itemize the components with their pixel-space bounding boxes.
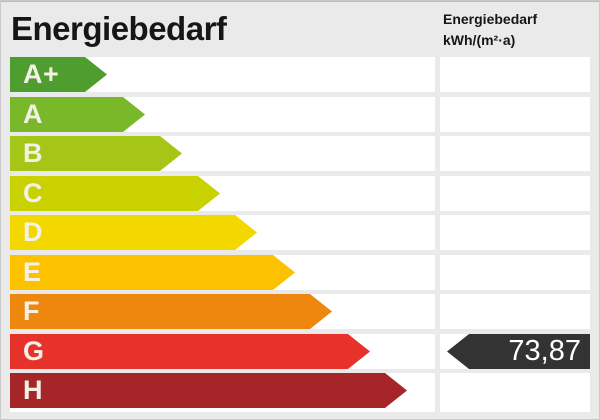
rating-label: A <box>23 99 43 129</box>
unit-header-line2: kWh/(m²·a) <box>443 32 516 48</box>
energy-value: 73,87 <box>508 335 581 367</box>
value-track: 73,87 <box>440 334 590 369</box>
rating-row-h: H <box>10 373 590 412</box>
rating-track: B <box>10 136 435 171</box>
value-track <box>440 373 590 412</box>
rating-row-a: A <box>10 97 590 132</box>
page-title: Energiebedarf <box>11 10 227 47</box>
rating-bar-d: D <box>10 215 257 250</box>
rating-bar-e: E <box>10 255 295 290</box>
value-track <box>440 97 590 132</box>
rating-track: E <box>10 255 435 290</box>
rating-track: D <box>10 215 435 250</box>
rating-label: B <box>23 138 43 168</box>
value-track <box>440 294 590 329</box>
value-track <box>440 136 590 171</box>
rating-track: F <box>10 294 435 329</box>
value-track <box>440 57 590 92</box>
rating-row-b: B <box>10 136 590 171</box>
rating-track: G <box>10 334 435 369</box>
energy-value-marker: 73,87 <box>447 334 590 369</box>
rating-label: H <box>23 375 43 405</box>
rating-track: H <box>10 373 435 412</box>
value-track <box>440 215 590 250</box>
rating-label: F <box>23 296 40 326</box>
rating-label: C <box>23 178 43 208</box>
rating-bar-g: G <box>10 334 370 369</box>
rating-bar-f: F <box>10 294 332 329</box>
rating-track: C <box>10 176 435 211</box>
value-track <box>440 255 590 290</box>
rating-label: E <box>23 257 42 287</box>
rating-bar-a-plus: A+ <box>10 57 107 92</box>
rating-label: G <box>23 336 45 366</box>
rating-bar-h: H <box>10 373 407 408</box>
rating-bar-a: A <box>10 97 145 132</box>
rating-bar-b: B <box>10 136 182 171</box>
value-track <box>440 176 590 211</box>
rating-row-e: E <box>10 255 590 290</box>
rating-row-f: F <box>10 294 590 329</box>
unit-header: Energiebedarf kWh/(m²·a) <box>443 9 537 51</box>
rating-bar-c: C <box>10 176 220 211</box>
rating-row-g: G 73,87 <box>10 334 590 369</box>
rating-row-c: C <box>10 176 590 211</box>
rating-track: A <box>10 97 435 132</box>
rating-row-a-plus: A+ <box>10 57 590 92</box>
unit-header-line1: Energiebedarf <box>443 11 538 27</box>
rating-track: A+ <box>10 57 435 92</box>
rating-label: D <box>23 217 43 247</box>
rating-row-d: D <box>10 215 590 250</box>
rating-label: A+ <box>23 59 60 89</box>
